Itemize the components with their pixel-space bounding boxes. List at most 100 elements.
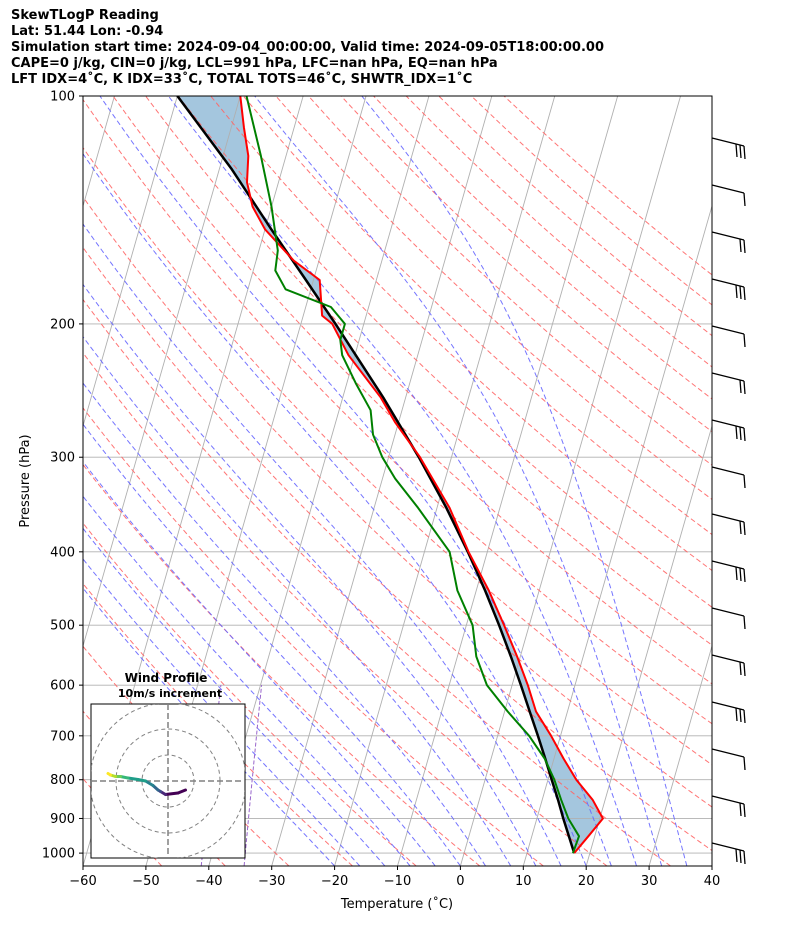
cin-area (177, 96, 603, 854)
moist-adiabat (83, 152, 587, 866)
isotherm-line (585, 424, 712, 866)
dry-adiabat (373, 96, 712, 400)
wind-barb (711, 466, 746, 489)
wind-barb (711, 842, 746, 865)
dry-adiabat (83, 196, 712, 808)
wind-barb (711, 701, 746, 724)
isotherm-line (397, 96, 619, 866)
y-tick-label: 700 (50, 729, 75, 744)
x-tick-label: −50 (132, 874, 159, 889)
mixing-ratio-line (243, 685, 263, 866)
dry-adiabat (83, 298, 671, 866)
isotherm-line (83, 96, 178, 428)
x-tick-label: −60 (69, 874, 96, 889)
wind-profile-inset: Wind Profile 10m/s increment (90, 671, 246, 859)
dry-adiabat (340, 96, 712, 433)
moist-adiabats (83, 96, 688, 866)
y-tick-label: 200 (50, 317, 75, 332)
moist-adiabat (99, 96, 612, 866)
cape-line: CAPE=0 j/kg, CIN=0 j/kg, LCL=991 hPa, LF… (11, 56, 498, 71)
dry-adiabat (308, 96, 712, 466)
chart-title: SkewTLogP Reading (11, 8, 159, 23)
wind-barb (711, 137, 746, 160)
moist-adiabat (83, 587, 335, 866)
y-tick-label: 1000 (42, 847, 75, 862)
temperature-line (239, 96, 604, 854)
moist-adiabat (167, 96, 637, 866)
wind-barb (711, 372, 746, 395)
isotherm-line (83, 96, 241, 648)
inset-subtitle: 10m/s increment (118, 687, 222, 700)
x-tick-label: −20 (321, 874, 348, 889)
chart-header: SkewTLogP Reading Lat: 51.44 Lon: -0.94 … (11, 8, 604, 88)
x-tick-label: 20 (578, 874, 595, 889)
x-tick-label: 30 (641, 874, 658, 889)
dry-adiabat (112, 96, 712, 685)
y-tick-label: 500 (50, 619, 75, 634)
dry-adiabat (471, 96, 712, 306)
x-tick-label: 0 (456, 874, 464, 889)
dewpoint-line (245, 96, 580, 854)
y-tick-label: 100 (50, 90, 75, 105)
moist-adiabat (83, 527, 386, 866)
hodograph-segment (126, 776, 140, 781)
isotherm-line (711, 864, 712, 866)
wind-barb (711, 654, 746, 677)
y-tick-label: 400 (50, 545, 75, 560)
isotherm-line (775, 96, 794, 866)
dry-adiabat (83, 352, 608, 866)
moist-adiabat (83, 423, 461, 866)
cape-shading (177, 96, 603, 854)
x-tick-label: 10 (515, 874, 532, 889)
wind-barb (711, 795, 746, 818)
index-line: LFT IDX=4˚C, K IDX=33˚C, TOTAL TOTS=46˚C… (11, 72, 473, 87)
moist-adiabat (83, 283, 537, 866)
dry-adiabat (438, 96, 712, 337)
y-tick-label: 300 (50, 451, 75, 466)
wind-barb (711, 419, 746, 442)
profile-lines (176, 96, 604, 854)
moist-adiabat (83, 495, 411, 866)
dry-adiabat (83, 522, 417, 866)
wind-barb (711, 513, 746, 536)
x-tick-label: −30 (258, 874, 285, 889)
time-line: Simulation start time: 2024-09-04_00:00:… (11, 40, 604, 55)
wind-barb (711, 231, 746, 254)
parcel-profile-line (176, 96, 576, 854)
wind-barb (711, 560, 746, 583)
x-axis-label: Temperature (˚C) (340, 896, 453, 912)
dry-adiabat (242, 96, 712, 536)
location-line: Lat: 51.44 Lon: -0.94 (11, 24, 164, 39)
inset-title: Wind Profile (125, 671, 208, 685)
dry-adiabat (83, 463, 481, 866)
wind-barb (711, 184, 746, 207)
moist-adiabat (83, 335, 512, 866)
dry-adiabats (83, 96, 712, 866)
x-tick-label: −10 (384, 874, 411, 889)
hodograph-segment (164, 791, 180, 796)
y-tick-label: 900 (50, 812, 75, 827)
wind-barb (711, 748, 746, 771)
isotherm-line (334, 96, 556, 866)
inset-ring (141, 754, 195, 808)
moist-adiabat (83, 558, 361, 866)
dry-adiabat (210, 96, 712, 572)
moist-adiabat (254, 96, 663, 866)
inset-ring (115, 728, 221, 834)
wind-barb (711, 278, 746, 301)
dry-adiabat (83, 246, 712, 852)
x-tick-label: 40 (704, 874, 721, 889)
moist-adiabat (361, 96, 688, 866)
moist-adiabat (83, 223, 562, 866)
y-axis-label: Pressure (hPa) (18, 434, 33, 527)
x-tick-label: −40 (195, 874, 222, 889)
dry-adiabat (405, 96, 712, 368)
isotherm-line (648, 644, 712, 866)
dry-adiabat (275, 96, 712, 501)
dry-adiabat (83, 146, 712, 766)
wind-barb (711, 607, 746, 630)
y-tick-label: 600 (50, 679, 75, 694)
isotherms (83, 96, 794, 866)
